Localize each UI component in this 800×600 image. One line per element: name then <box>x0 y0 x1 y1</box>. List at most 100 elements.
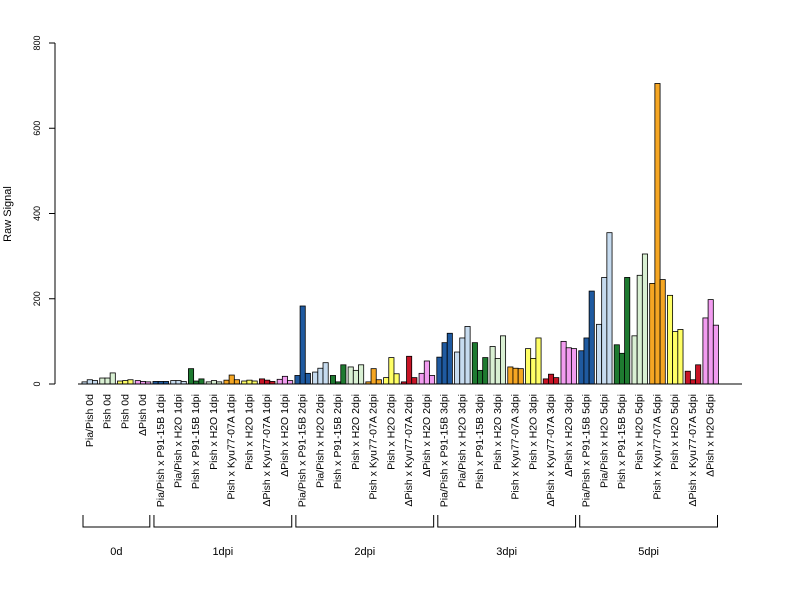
y-tick-label: 0 <box>32 381 42 386</box>
x-tick-label: Pish x P91-15B 3dpi <box>474 394 486 489</box>
bar <box>104 377 111 385</box>
group-label: 0d <box>110 546 122 558</box>
bars <box>81 83 719 385</box>
bar <box>264 379 271 385</box>
y-tick-label: 400 <box>32 206 42 221</box>
bar <box>530 358 537 385</box>
bar <box>317 367 324 385</box>
x-tick-label: Pia/Pish x H2O 3dpi <box>456 394 468 488</box>
bar <box>677 329 684 385</box>
bar <box>127 379 134 385</box>
bar <box>393 373 400 385</box>
bar <box>441 342 448 385</box>
bar <box>507 366 514 385</box>
bar <box>672 331 679 385</box>
bar <box>388 357 395 385</box>
bar <box>358 364 365 385</box>
group-brackets: 0d 1dpi 2dpi 3dpi 5dpi <box>82 515 718 558</box>
bar <box>525 348 532 385</box>
x-tick-label: Pish 0d <box>119 394 131 429</box>
bar <box>446 332 453 385</box>
x-tick-label: Pish x H2O 3dpi <box>492 394 504 470</box>
x-tick-label: Pish x P91-15B 5dpi <box>616 394 628 489</box>
x-tick-label: Pish x Kyu77-07A 2dpi <box>368 394 380 500</box>
bar <box>667 294 674 385</box>
bar <box>565 347 572 385</box>
x-tick-label: Pia/Pish x P91-15B 1dpi <box>155 394 167 507</box>
y-tick-label: 800 <box>32 35 42 50</box>
bar <box>370 368 377 385</box>
bar <box>228 374 235 385</box>
x-tick-label: Pish x Kyu77-07A 1dpi <box>226 394 238 500</box>
bar <box>512 367 519 385</box>
x-tick-label: ΔPish x Kyu77-07A 3dpi <box>545 394 557 507</box>
y-tick-label: 200 <box>32 291 42 306</box>
bar <box>641 253 648 385</box>
x-tick-label: Pish x Kyu77-07A 5dpi <box>651 394 663 500</box>
x-tick-label: ΔPish x Kyu77-07A 1dpi <box>261 394 273 507</box>
group-label: 3dpi <box>496 546 517 558</box>
bar <box>578 350 585 385</box>
bar <box>258 378 265 385</box>
bar <box>654 83 661 385</box>
bar <box>92 380 99 385</box>
group-bracket <box>153 515 293 528</box>
bar <box>689 379 696 385</box>
bar <box>347 366 354 385</box>
group-bracket <box>579 515 718 528</box>
group-label: 1dpi <box>212 546 233 558</box>
bar <box>340 364 347 385</box>
y-axis-label: Raw Signal <box>2 186 14 242</box>
bar <box>596 323 603 385</box>
bar <box>659 279 666 385</box>
bar <box>352 369 359 385</box>
bar <box>418 372 425 385</box>
bar <box>464 326 471 385</box>
x-tick-label: Pia/Pish x P91-15B 2dpi <box>297 394 309 507</box>
group-bracket <box>82 515 151 528</box>
bar <box>695 364 702 385</box>
bar <box>246 379 253 385</box>
x-tick-label: Pish x H2O 1dpi <box>243 394 255 470</box>
bar <box>606 232 613 385</box>
bar <box>553 377 560 385</box>
bar <box>99 377 106 385</box>
x-tick-label: Pish x H2O 2dpi <box>350 394 362 470</box>
x-tick-label: Pish x H2O 1dpi <box>208 394 220 470</box>
x-tick-label: Pia/Pish x H2O 1dpi <box>173 394 185 488</box>
x-tick-label: Pish x H2O 5dpi <box>634 394 646 470</box>
x-tick-label: Pish x H2O 5dpi <box>669 394 681 470</box>
bar <box>175 380 182 385</box>
x-tick-label: Pish x P91-15B 1dpi <box>190 394 202 489</box>
group-bracket <box>437 515 577 528</box>
x-tick-label: Pish 0d <box>102 394 114 429</box>
x-tick-label: Pia/Pish 0d <box>84 394 96 447</box>
bar <box>459 337 466 385</box>
bar <box>287 380 294 385</box>
group-bracket <box>295 515 435 528</box>
bar <box>210 380 217 385</box>
bar <box>636 274 643 385</box>
bar <box>294 375 301 385</box>
bar <box>170 380 177 385</box>
bar <box>436 356 443 385</box>
x-tick-labels: Pia/Pish 0d Pish 0d Pish 0d ΔPish 0d Pia/Pis… <box>84 394 717 507</box>
bar <box>406 355 413 385</box>
bar <box>198 378 205 385</box>
x-tick-label: Pia/Pish x P91-15B 5dpi <box>581 394 593 507</box>
bar <box>312 371 319 385</box>
bar <box>613 344 620 385</box>
bar <box>233 379 240 385</box>
bar <box>329 375 336 385</box>
bar <box>109 372 116 385</box>
bar <box>86 379 93 385</box>
bar <box>707 299 714 385</box>
bar <box>560 340 567 385</box>
y-tick-label: 600 <box>32 121 42 136</box>
bar <box>383 377 390 385</box>
bar <box>423 360 430 385</box>
bar <box>684 370 691 385</box>
bar <box>122 380 129 385</box>
bar <box>570 348 577 385</box>
x-tick-label: Pia/Pish x H2O 2dpi <box>314 394 326 488</box>
